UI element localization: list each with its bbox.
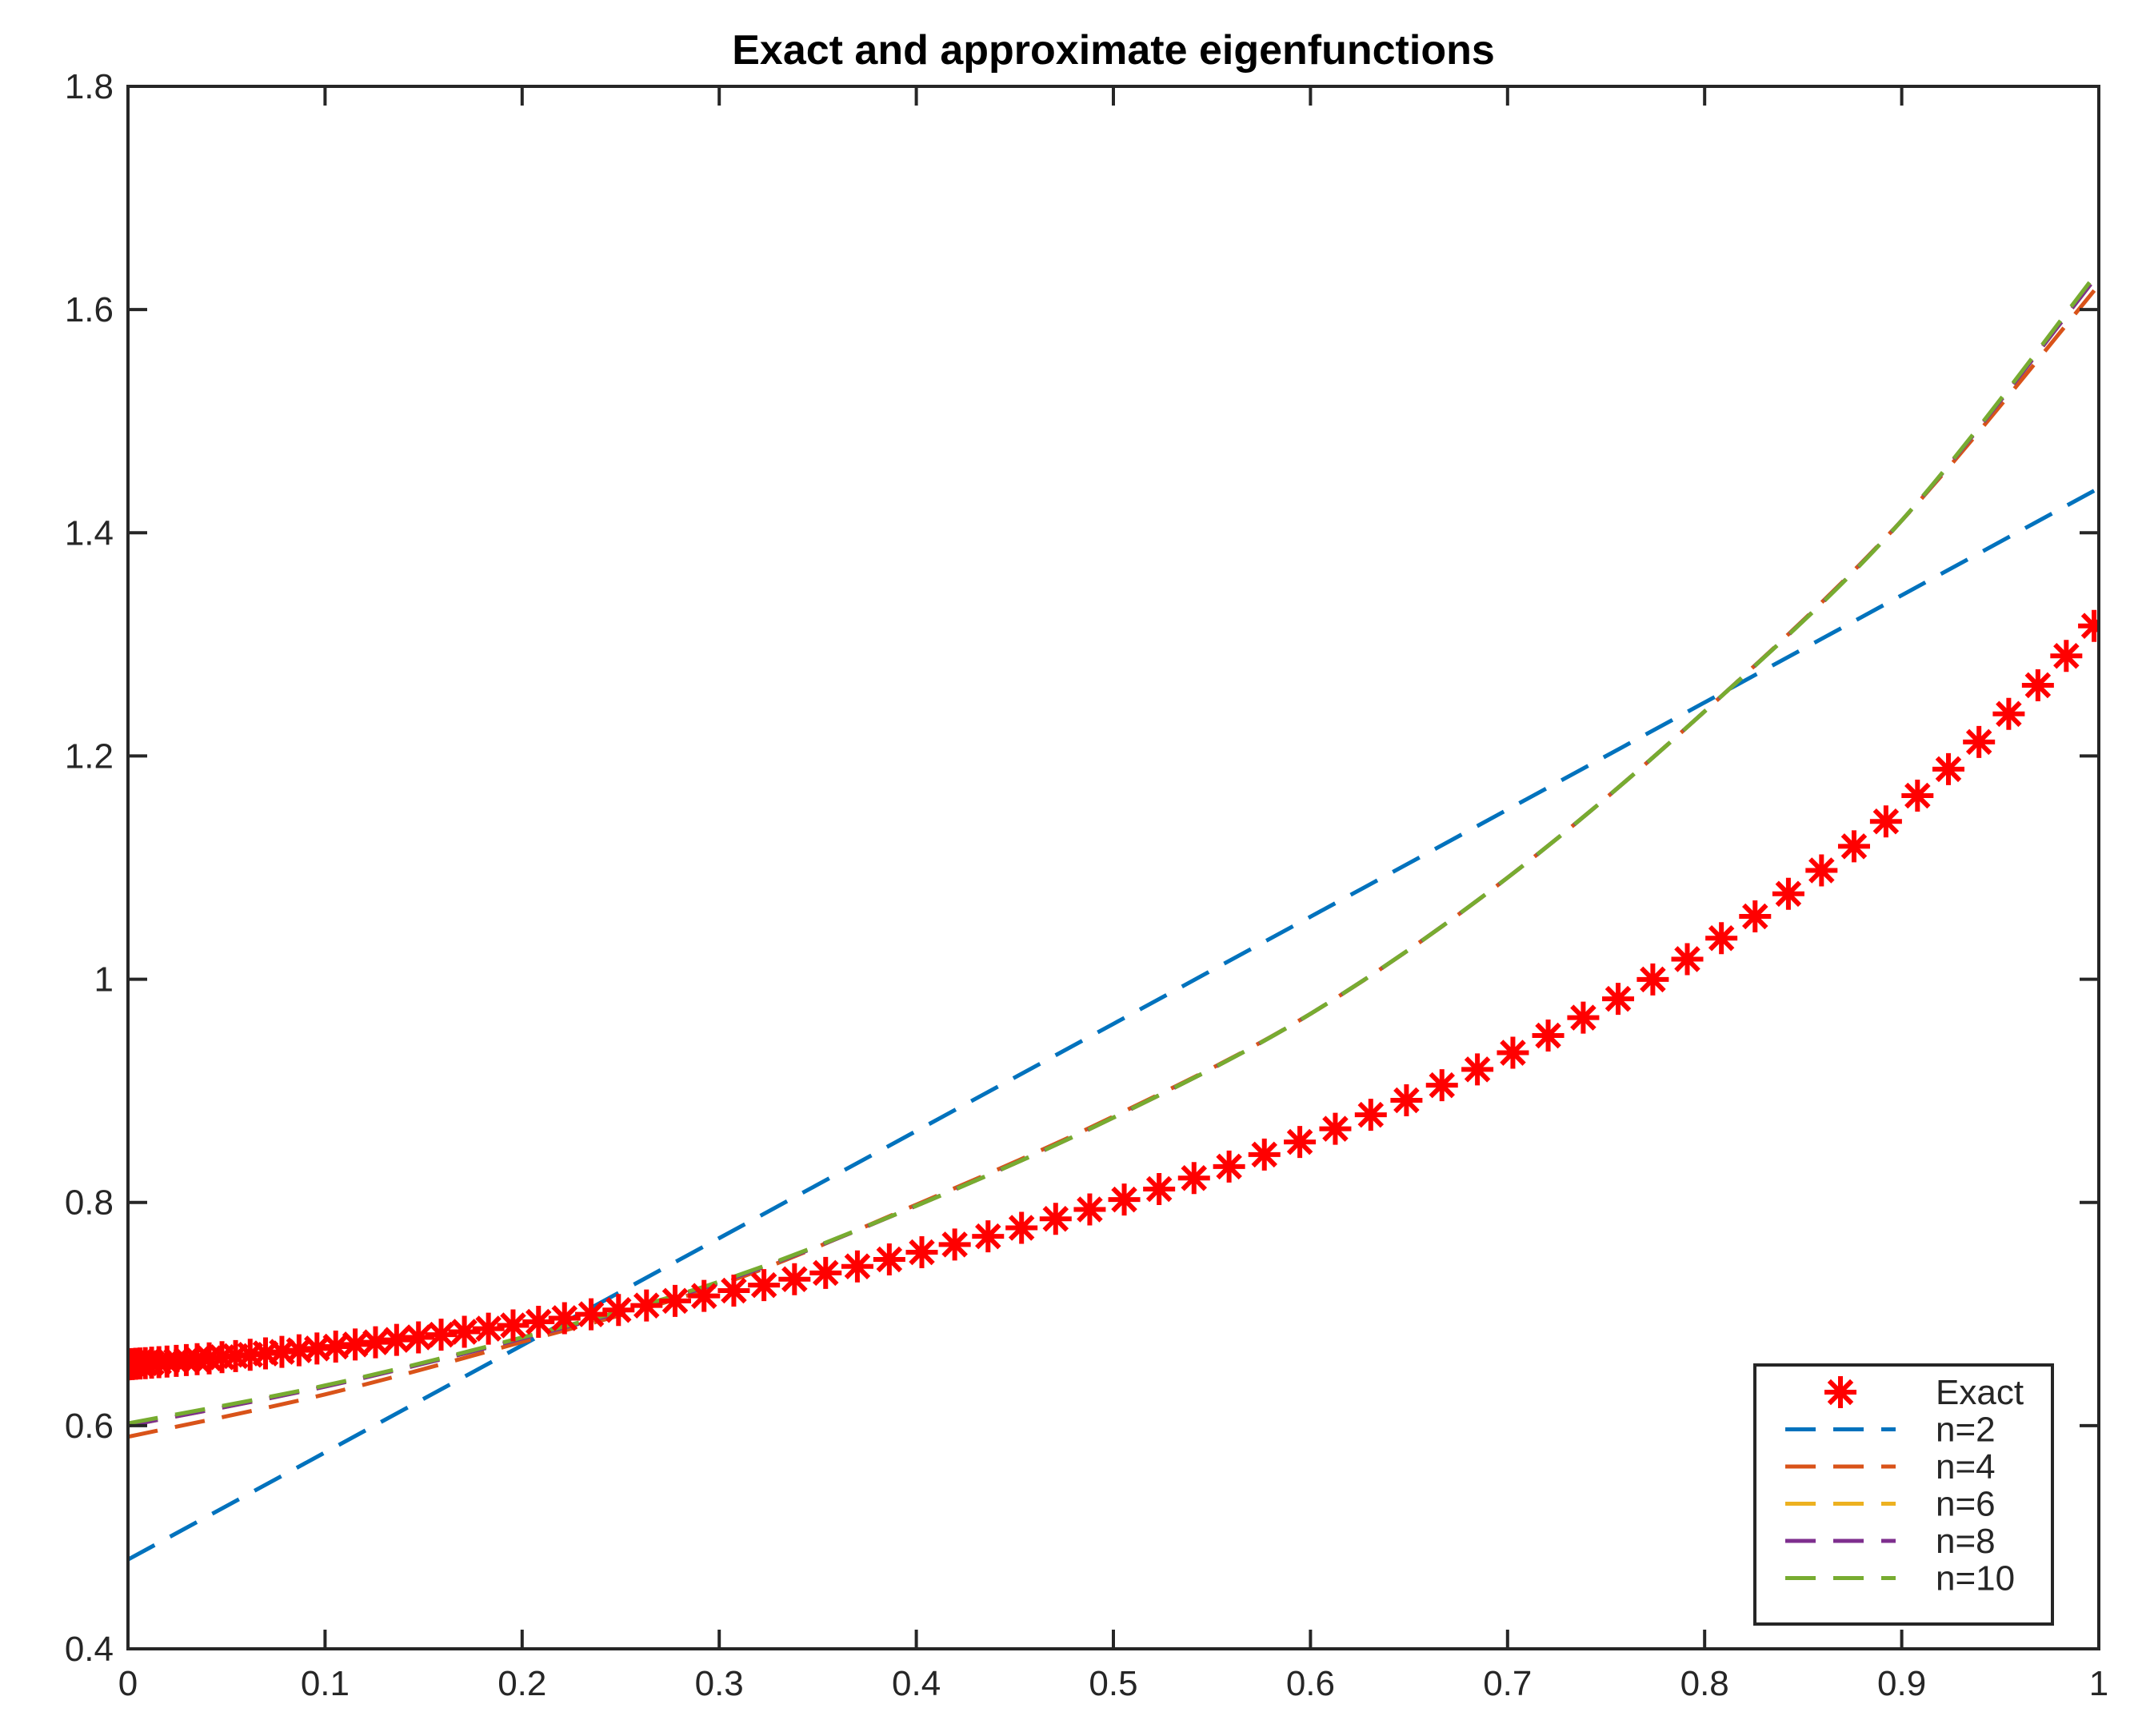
exact-marker	[2050, 640, 2083, 672]
exact-marker	[1901, 779, 1934, 812]
exact-marker	[1177, 1162, 1210, 1195]
exact-marker	[938, 1228, 971, 1261]
exact-marker	[2021, 668, 2054, 701]
exact-marker	[1354, 1099, 1387, 1131]
series-line-n2	[128, 486, 2099, 1562]
exact-marker	[602, 1294, 635, 1327]
series-line-n10	[128, 269, 2099, 1426]
x-tick-label: 0.8	[1680, 1664, 1729, 1703]
exact-marker	[575, 1298, 608, 1331]
exact-marker	[630, 1289, 663, 1322]
y-tick-label: 0.8	[65, 1183, 114, 1223]
x-tick-label: 0.1	[301, 1664, 350, 1703]
exact-marker	[1932, 752, 1964, 785]
exact-marker	[497, 1309, 530, 1342]
exact-marker	[1039, 1203, 1072, 1235]
exact-marker	[688, 1279, 721, 1312]
exact-marker	[1497, 1036, 1529, 1069]
y-tick-label: 1.2	[65, 736, 114, 776]
chart-title: Exact and approximate eigenfunctions	[732, 27, 1495, 74]
y-tick-label: 0.6	[65, 1407, 114, 1446]
exact-marker	[1805, 854, 1838, 887]
legend-label-n4: n=4	[1936, 1447, 1996, 1487]
x-tick-label: 0.3	[695, 1664, 744, 1703]
exact-marker	[2078, 609, 2099, 642]
exact-marker	[1073, 1193, 1106, 1226]
exact-marker	[1319, 1112, 1352, 1145]
x-tick-label: 0.7	[1483, 1664, 1532, 1703]
exact-marker	[1671, 943, 1704, 976]
x-tick-label: 0.4	[892, 1664, 941, 1703]
y-tick-label: 0.4	[65, 1630, 114, 1669]
exact-marker	[1532, 1020, 1565, 1052]
exact-marker	[748, 1269, 781, 1302]
exact-marker	[1636, 963, 1669, 996]
x-tick-label: 0.5	[1089, 1664, 1137, 1703]
legend-label-n8: n=8	[1936, 1522, 1996, 1561]
exact-marker	[1425, 1069, 1458, 1102]
exact-marker	[548, 1302, 581, 1335]
x-tick-label: 0.9	[1877, 1664, 1926, 1703]
y-tick-label: 1	[94, 960, 114, 1000]
exact-marker	[659, 1284, 692, 1317]
exact-marker	[1602, 983, 1635, 1016]
exact-marker	[972, 1220, 1005, 1253]
legend-box	[1753, 1363, 2054, 1626]
exact-marker	[873, 1243, 905, 1276]
x-tick-label: 0.2	[498, 1664, 546, 1703]
exact-marker	[1772, 877, 1804, 910]
exact-marker	[1108, 1183, 1141, 1216]
exact-marker	[778, 1263, 811, 1295]
legend-label-n2: n=2	[1936, 1411, 1996, 1450]
exact-marker	[402, 1321, 435, 1354]
exact-marker	[1739, 900, 1772, 932]
legend-label-n10: n=10	[1936, 1559, 2015, 1598]
exact-marker	[380, 1323, 413, 1356]
exact-marker	[319, 1331, 352, 1363]
exact-marker	[425, 1319, 458, 1351]
exact-marker	[1461, 1053, 1494, 1086]
exact-marker	[1992, 697, 2025, 730]
exact-marker	[472, 1312, 505, 1345]
exact-marker	[905, 1235, 938, 1268]
exact-marker	[1143, 1172, 1176, 1205]
y-tick-label: 1.8	[65, 67, 114, 106]
x-tick-label: 1	[2089, 1664, 2108, 1703]
exact-marker	[1705, 922, 1738, 955]
exact-marker	[1248, 1138, 1281, 1171]
exact-marker	[1005, 1211, 1038, 1244]
exact-marker	[339, 1328, 372, 1361]
exact-marker	[841, 1250, 873, 1283]
y-tick-label: 1.6	[65, 290, 114, 329]
legend-exact-marker	[1824, 1376, 1856, 1408]
exact-marker	[1869, 805, 1902, 838]
y-tick-label: 1.4	[65, 513, 114, 553]
exact-marker	[717, 1274, 750, 1307]
legend-label-exact: Exact	[1936, 1373, 2024, 1412]
exact-marker	[1390, 1084, 1423, 1117]
x-tick-label: 0.6	[1286, 1664, 1335, 1703]
exact-marker	[1963, 725, 1996, 758]
exact-marker	[1837, 830, 1870, 863]
x-tick-label: 0	[118, 1664, 138, 1703]
exact-marker	[448, 1315, 481, 1348]
exact-marker	[522, 1306, 555, 1339]
exact-marker	[809, 1256, 842, 1289]
exact-marker	[1567, 1001, 1600, 1034]
exact-marker	[1213, 1150, 1245, 1183]
legend-label-n6: n=6	[1936, 1485, 1996, 1524]
exact-marker	[301, 1332, 334, 1365]
exact-marker	[359, 1326, 392, 1359]
exact-marker	[1284, 1126, 1317, 1159]
